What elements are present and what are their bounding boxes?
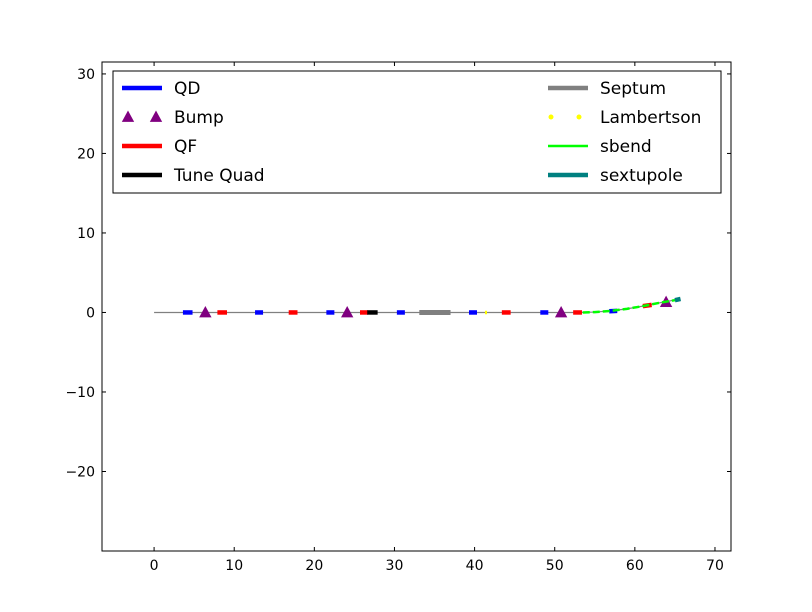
x-tick-label: 30 [386,558,404,574]
legend-label-qf: QF [174,137,197,157]
legend-label-lambertson: Lambertson [600,108,701,128]
y-tick-label: 30 [77,67,95,83]
x-tick-label: 10 [225,558,243,574]
legend-label-septum: Septum [600,79,666,99]
legend-label-sextupole: sextupole [600,166,683,186]
legend-handle-lambertson-2 [576,114,582,120]
bump-marker-2 [341,305,354,318]
y-tick-label: 20 [77,146,95,162]
x-tick-label: 40 [466,558,484,574]
legend-handle-bump-1 [121,110,135,122]
marks-layer [182,295,681,318]
bump-marker-3 [554,305,568,318]
y-tick-label: 0 [86,305,95,321]
legend-label-qd: QD [174,79,200,99]
legend-label-bump: Bump [174,108,224,128]
x-tick-label: 20 [305,558,323,574]
y-tick-label: −10 [65,385,95,401]
y-tick-label: −20 [65,464,95,480]
legend-label-tune-quad: Tune Quad [173,166,265,186]
legend-label-sbend: sbend [600,137,652,157]
x-tick-label: 0 [150,558,159,574]
x-tick-label: 60 [626,558,644,574]
x-tick-label: 50 [546,558,564,574]
x-tick-label: 70 [706,558,724,574]
sextupole-mark-1 [674,296,681,303]
legend: QD Bump QF Tune Quad Septum Lambertson sbend se… [112,70,722,194]
ticks-layer: 0 10 20 30 40 50 60 70 −20 −10 0 10 20 30 [65,62,731,574]
legend-handle-bump-2 [149,110,163,122]
bump-marker-1 [199,305,212,318]
y-tick-label: 10 [77,226,95,242]
plot-frame [101,61,732,552]
sbend-line [582,298,676,314]
legend-handle-lambertson-1 [548,114,554,120]
legend-box [112,70,722,194]
